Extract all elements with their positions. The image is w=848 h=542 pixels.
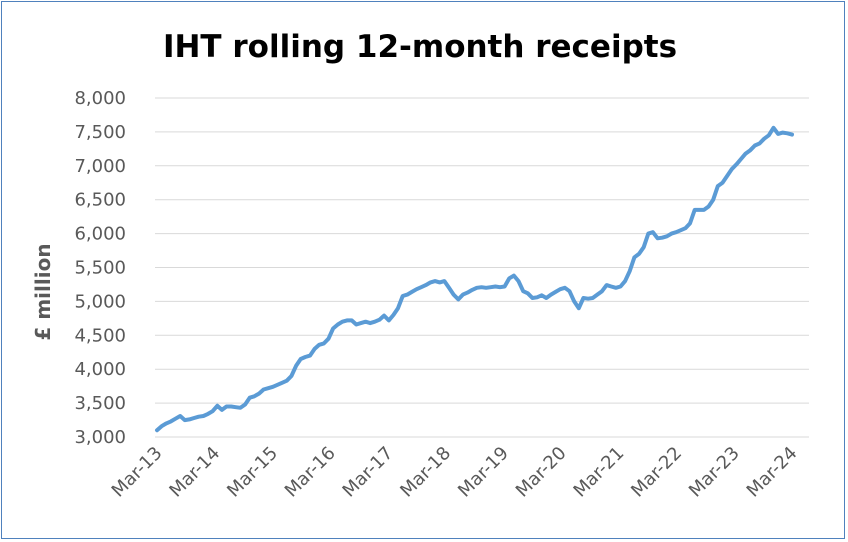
series-line	[155, 125, 794, 433]
x-tick-label: Mar-14	[165, 443, 224, 502]
gridlines	[155, 97, 809, 438]
y-axis-label: £ million	[31, 243, 55, 340]
series-lines	[155, 125, 794, 433]
x-tick-label: Mar-23	[685, 443, 744, 502]
y-tick-label: 5,500	[74, 258, 126, 279]
x-tick-label: Mar-18	[396, 443, 455, 502]
x-axis-tick-labels: Mar-13Mar-14Mar-15Mar-16Mar-17Mar-18Mar-…	[108, 443, 802, 502]
x-tick-label: Mar-15	[223, 443, 282, 502]
y-tick-label: 7,000	[74, 156, 126, 177]
x-tick-label: Mar-19	[454, 443, 513, 502]
y-tick-label: 5,000	[74, 291, 126, 312]
y-tick-label: 7,500	[74, 122, 126, 143]
x-tick-label: Mar-22	[627, 443, 686, 502]
y-axis-tick-labels: 3,000 3,500 4,000 4,500 5,000 5,500 6,000 6,500…	[74, 88, 126, 448]
y-tick-label: 4,500	[74, 325, 126, 346]
chart-title: IHT rolling 12-month receipts	[163, 29, 677, 65]
x-tick-label: Mar-21	[570, 443, 629, 502]
x-tick-label: Mar-17	[339, 443, 398, 502]
y-tick-label: 8,000	[74, 88, 126, 109]
x-tick-label: Mar-16	[281, 443, 340, 502]
y-tick-label: 3,500	[74, 393, 126, 414]
y-tick-label: 6,500	[74, 190, 126, 211]
x-tick-label: Mar-13	[108, 443, 167, 502]
x-tick-label: Mar-24	[743, 443, 802, 502]
y-tick-label: 6,000	[74, 224, 126, 245]
x-tick-label: Mar-20	[512, 443, 571, 502]
y-tick-label: 3,000	[74, 427, 126, 448]
y-tick-label: 4,000	[74, 359, 126, 380]
